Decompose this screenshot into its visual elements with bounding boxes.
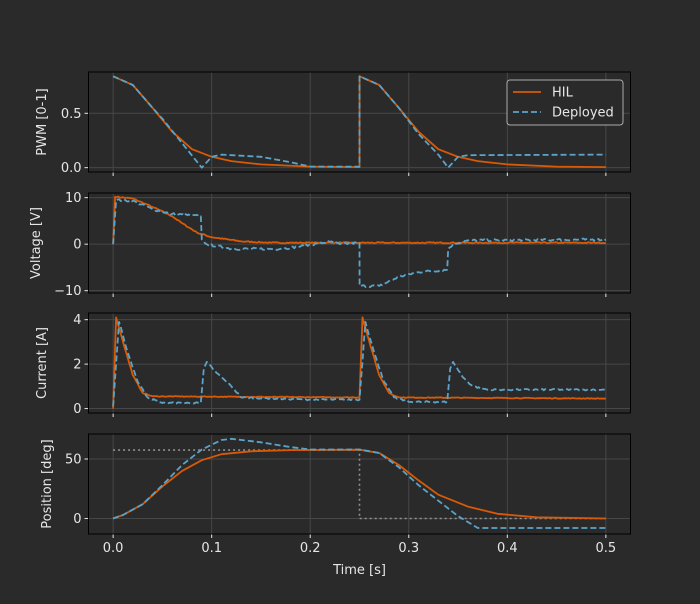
subplot-4: 0.0 0.1 0.2 0.3 0.4 0.5 0 50 Position [deg] bbox=[40, 433, 631, 556]
y-tick-label: 4 bbox=[73, 313, 81, 328]
axes-frame bbox=[88, 71, 631, 173]
series-hil-line bbox=[112, 316, 606, 409]
x-tick-label: 0.2 bbox=[300, 541, 321, 556]
x-tick-label: 0.3 bbox=[398, 541, 419, 556]
y-axis-label: Voltage [V] bbox=[29, 207, 44, 279]
x-tick-label: 0.1 bbox=[201, 541, 222, 556]
x-axis-label: Time [s] bbox=[332, 563, 386, 578]
series-deployed-line bbox=[112, 75, 606, 169]
y-axis-label: Position [deg] bbox=[40, 439, 55, 528]
y-tick-label: 50 bbox=[65, 453, 82, 468]
y-tick-label: −10 bbox=[54, 284, 81, 299]
axes-frame bbox=[88, 192, 631, 294]
y-axis-label: Current [A] bbox=[35, 327, 50, 399]
y-tick-label: 10 bbox=[65, 191, 82, 206]
y-axis-label: PWM [0-1] bbox=[35, 88, 50, 155]
axes-frame bbox=[88, 312, 631, 414]
x-tick-label: 0.4 bbox=[497, 541, 518, 556]
y-tick-label: 0 bbox=[73, 512, 81, 527]
legend: HIL Deployed bbox=[506, 79, 624, 126]
x-tick-label: 0.5 bbox=[596, 541, 617, 556]
axes-frame bbox=[88, 433, 631, 535]
series-deployed-line bbox=[112, 437, 606, 529]
y-tick-label: 0.5 bbox=[61, 107, 82, 122]
legend-label-deployed: Deployed bbox=[552, 106, 614, 121]
series-deployed-line bbox=[112, 321, 606, 407]
x-tick-label: 0.0 bbox=[103, 541, 124, 556]
y-tick-label: 0.0 bbox=[61, 161, 82, 176]
legend-label-hil: HIL bbox=[552, 86, 574, 101]
series-deployed-line bbox=[112, 198, 607, 288]
y-tick-label: 2 bbox=[73, 358, 81, 373]
subplot-3: 0 2 4 Current [A] bbox=[35, 312, 631, 417]
y-tick-label: 0 bbox=[73, 402, 81, 417]
subplot-2: −10 0 10 Voltage [V] bbox=[29, 191, 631, 299]
y-tick-label: 0 bbox=[73, 238, 81, 253]
series-reference-line bbox=[113, 449, 606, 520]
